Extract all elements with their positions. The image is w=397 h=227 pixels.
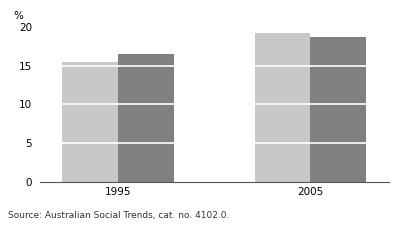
Bar xyxy=(254,33,310,182)
Text: Source: Australian Social Trends, cat. no. 4102.0.: Source: Australian Social Trends, cat. n… xyxy=(8,211,229,220)
Bar xyxy=(118,54,174,182)
Bar xyxy=(62,62,118,182)
Bar xyxy=(310,37,366,182)
Y-axis label: %: % xyxy=(14,11,24,21)
